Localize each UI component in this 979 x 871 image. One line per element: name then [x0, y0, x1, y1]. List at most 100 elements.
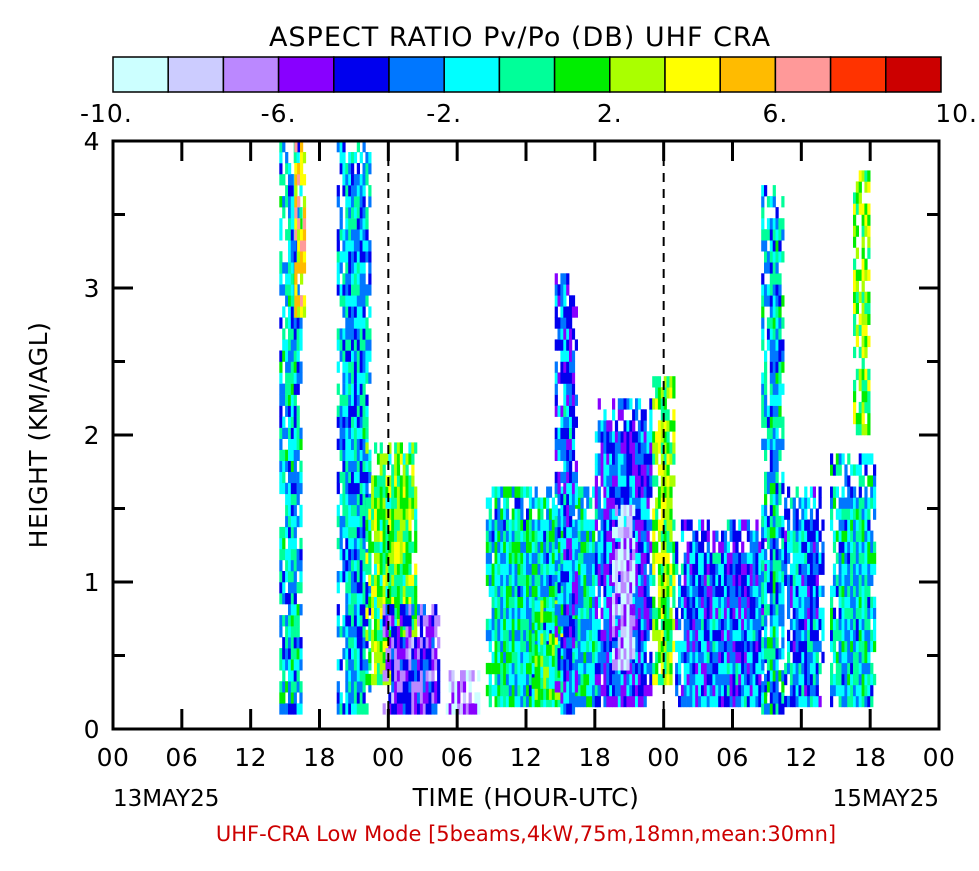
heatmap-cell	[807, 629, 811, 642]
heatmap-cell	[560, 670, 564, 682]
heatmap-cell	[755, 552, 759, 564]
heatmap-cell	[858, 695, 862, 708]
heatmap-cell	[787, 574, 791, 586]
heatmap-cell	[526, 486, 530, 498]
heatmap-cell	[614, 659, 619, 671]
heatmap-cell	[405, 659, 409, 671]
heatmap-cell	[382, 453, 386, 465]
heatmap-cell	[362, 626, 366, 638]
heatmap-cell	[772, 482, 776, 495]
heatmap-cell	[861, 346, 865, 359]
heatmap-cell	[830, 673, 834, 686]
heatmap-cell	[339, 449, 343, 461]
heatmap-cell	[583, 552, 587, 564]
heatmap-cell	[548, 541, 553, 553]
heatmap-cell	[626, 464, 630, 476]
heatmap-cell	[523, 651, 527, 664]
heatmap-cell	[844, 563, 848, 575]
heatmap-cell	[560, 644, 564, 656]
heatmap-cell	[832, 486, 837, 498]
heatmap-cell	[293, 394, 297, 406]
heatmap-cell	[569, 560, 573, 572]
heatmap-cell	[296, 317, 300, 329]
heatmap-cell	[698, 684, 702, 697]
heatmap-cell	[761, 328, 765, 340]
heatmap-cell	[870, 453, 874, 465]
heatmap-cell	[537, 600, 541, 612]
heatmap-cell	[563, 604, 567, 616]
heatmap-cell	[365, 615, 369, 627]
heatmap-cell	[351, 339, 355, 351]
heatmap-cell	[620, 604, 624, 616]
heatmap-cell	[511, 552, 515, 564]
heatmap-cell	[563, 626, 567, 638]
heatmap-cell	[721, 585, 725, 597]
heatmap-cell	[735, 673, 739, 686]
heatmap-cell	[723, 618, 728, 631]
heatmap-cell	[282, 482, 286, 495]
heatmap-cell	[288, 427, 292, 439]
heatmap-cell	[649, 519, 653, 531]
heatmap-cell	[804, 541, 808, 553]
heatmap-cell	[345, 626, 349, 638]
heatmap-cell	[523, 673, 527, 686]
heatmap-cell	[560, 361, 564, 373]
heatmap-cell	[804, 684, 808, 697]
heatmap-cell	[758, 585, 762, 597]
heatmap-cell	[517, 695, 521, 708]
heatmap-cell	[497, 607, 501, 619]
heatmap-cell	[382, 486, 386, 498]
heatmap-cell	[778, 571, 782, 583]
heatmap-cell	[775, 582, 779, 594]
heatmap-cell	[348, 306, 352, 318]
heatmap-cell	[655, 629, 659, 642]
heatmap-cell	[821, 552, 825, 564]
heatmap-cell	[663, 519, 667, 531]
heatmap-cell	[735, 618, 739, 631]
heatmap-cell	[614, 640, 619, 653]
heatmap-cell	[617, 464, 621, 476]
heatmap-cell	[296, 427, 300, 439]
heatmap-cell	[646, 475, 650, 487]
heatmap-cell	[540, 600, 544, 612]
heatmap-cell	[864, 596, 868, 608]
heatmap-cell	[649, 684, 653, 697]
heatmap-cell	[342, 295, 346, 307]
heatmap-cell	[351, 174, 355, 186]
heatmap-cell	[787, 662, 791, 675]
heatmap-cell	[623, 571, 627, 583]
heatmap-cell	[643, 420, 647, 432]
heatmap-cell	[348, 482, 352, 495]
heatmap-cell	[586, 607, 590, 619]
heatmap-cell	[365, 530, 369, 542]
heatmap-cell	[293, 449, 297, 461]
heatmap-cell	[339, 471, 343, 484]
heatmap-cell	[746, 673, 750, 686]
heatmap-cell	[864, 552, 868, 564]
heatmap-cell	[394, 486, 398, 498]
heatmap-cell	[342, 482, 346, 495]
heatmap-cell	[431, 648, 435, 660]
heatmap-cell	[652, 508, 656, 520]
heatmap-cell	[580, 585, 584, 597]
heatmap-cell	[609, 442, 613, 454]
heatmap-cell	[348, 207, 352, 219]
heatmap-cell	[557, 666, 561, 678]
heatmap-cell	[408, 519, 412, 531]
heatmap-cell	[514, 508, 518, 520]
heatmap-cell	[592, 651, 596, 664]
heatmap-cell	[617, 541, 621, 553]
heatmap-cell	[391, 530, 395, 542]
heatmap-cell	[563, 659, 567, 671]
heatmap-cell	[603, 596, 607, 608]
heatmap-cell	[657, 574, 662, 586]
heatmap-cell	[348, 185, 352, 197]
heatmap-cell	[345, 218, 349, 230]
heatmap-cell	[861, 508, 865, 520]
heatmap-cell	[755, 563, 759, 575]
heatmap-cell	[821, 541, 825, 553]
heatmap-cell	[431, 626, 435, 638]
heatmap-cell	[798, 596, 802, 608]
heatmap-cell	[382, 464, 386, 476]
heatmap-cell	[563, 471, 567, 484]
